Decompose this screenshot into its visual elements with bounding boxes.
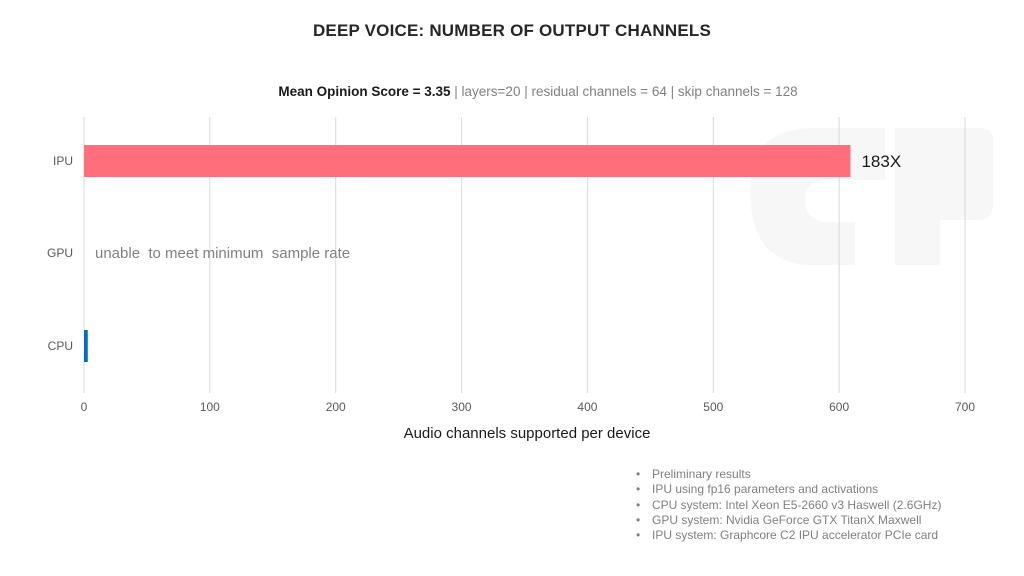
note-item: • Preliminary results (636, 467, 751, 481)
x-axis-label: Audio channels supported per device (404, 425, 651, 442)
x-tick-label: 200 (326, 400, 346, 414)
x-tick-label: 700 (955, 400, 975, 414)
x-tick-label: 500 (703, 400, 723, 414)
subtitle-score: Mean Opinion Score = 3.35 (278, 84, 451, 99)
bar (84, 330, 88, 362)
x-tick-label: 300 (452, 400, 472, 414)
x-tick-label: 100 (200, 400, 220, 414)
data-label: 183X (861, 152, 901, 171)
note-item: • IPU system: Graphcore C2 IPU accelerato… (636, 528, 939, 543)
bar (84, 145, 851, 177)
subtitle-params: | layers=20 | residual channels = 64 | s… (450, 84, 798, 99)
note-item: • CPU system: Intel Xeon E5-2660 v3 Haswe… (636, 497, 942, 512)
y-category-label: IPU (53, 154, 73, 168)
x-tick-label: 400 (577, 400, 597, 414)
x-tick-label: 0 (81, 400, 88, 414)
x-tick-label: 600 (829, 400, 849, 414)
note-item: • IPU using fp16 parameters and activatio… (636, 482, 879, 497)
labels: 0 100 200 300 400 500 600 700 IPU 183X GPU unable t… (47, 152, 975, 442)
y-category-label: GPU (47, 246, 73, 260)
bars (84, 145, 851, 362)
chart-title: DEEP VOICE: NUMBER OF OUTPUT CHANNELS (312, 21, 712, 40)
bar-annotation: unable to meet minimum sample rate (95, 245, 350, 262)
y-category-label: CPU (48, 339, 73, 353)
note-item: • GPU system: Nvidia GeForce GTX TitanX M… (636, 512, 922, 527)
notes-list: • Preliminary results • IPU using fp16 par… (636, 467, 941, 543)
chart-subtitle: Mean Opinion Score = 3.35 | layers=20 | … (0, 84, 1024, 99)
